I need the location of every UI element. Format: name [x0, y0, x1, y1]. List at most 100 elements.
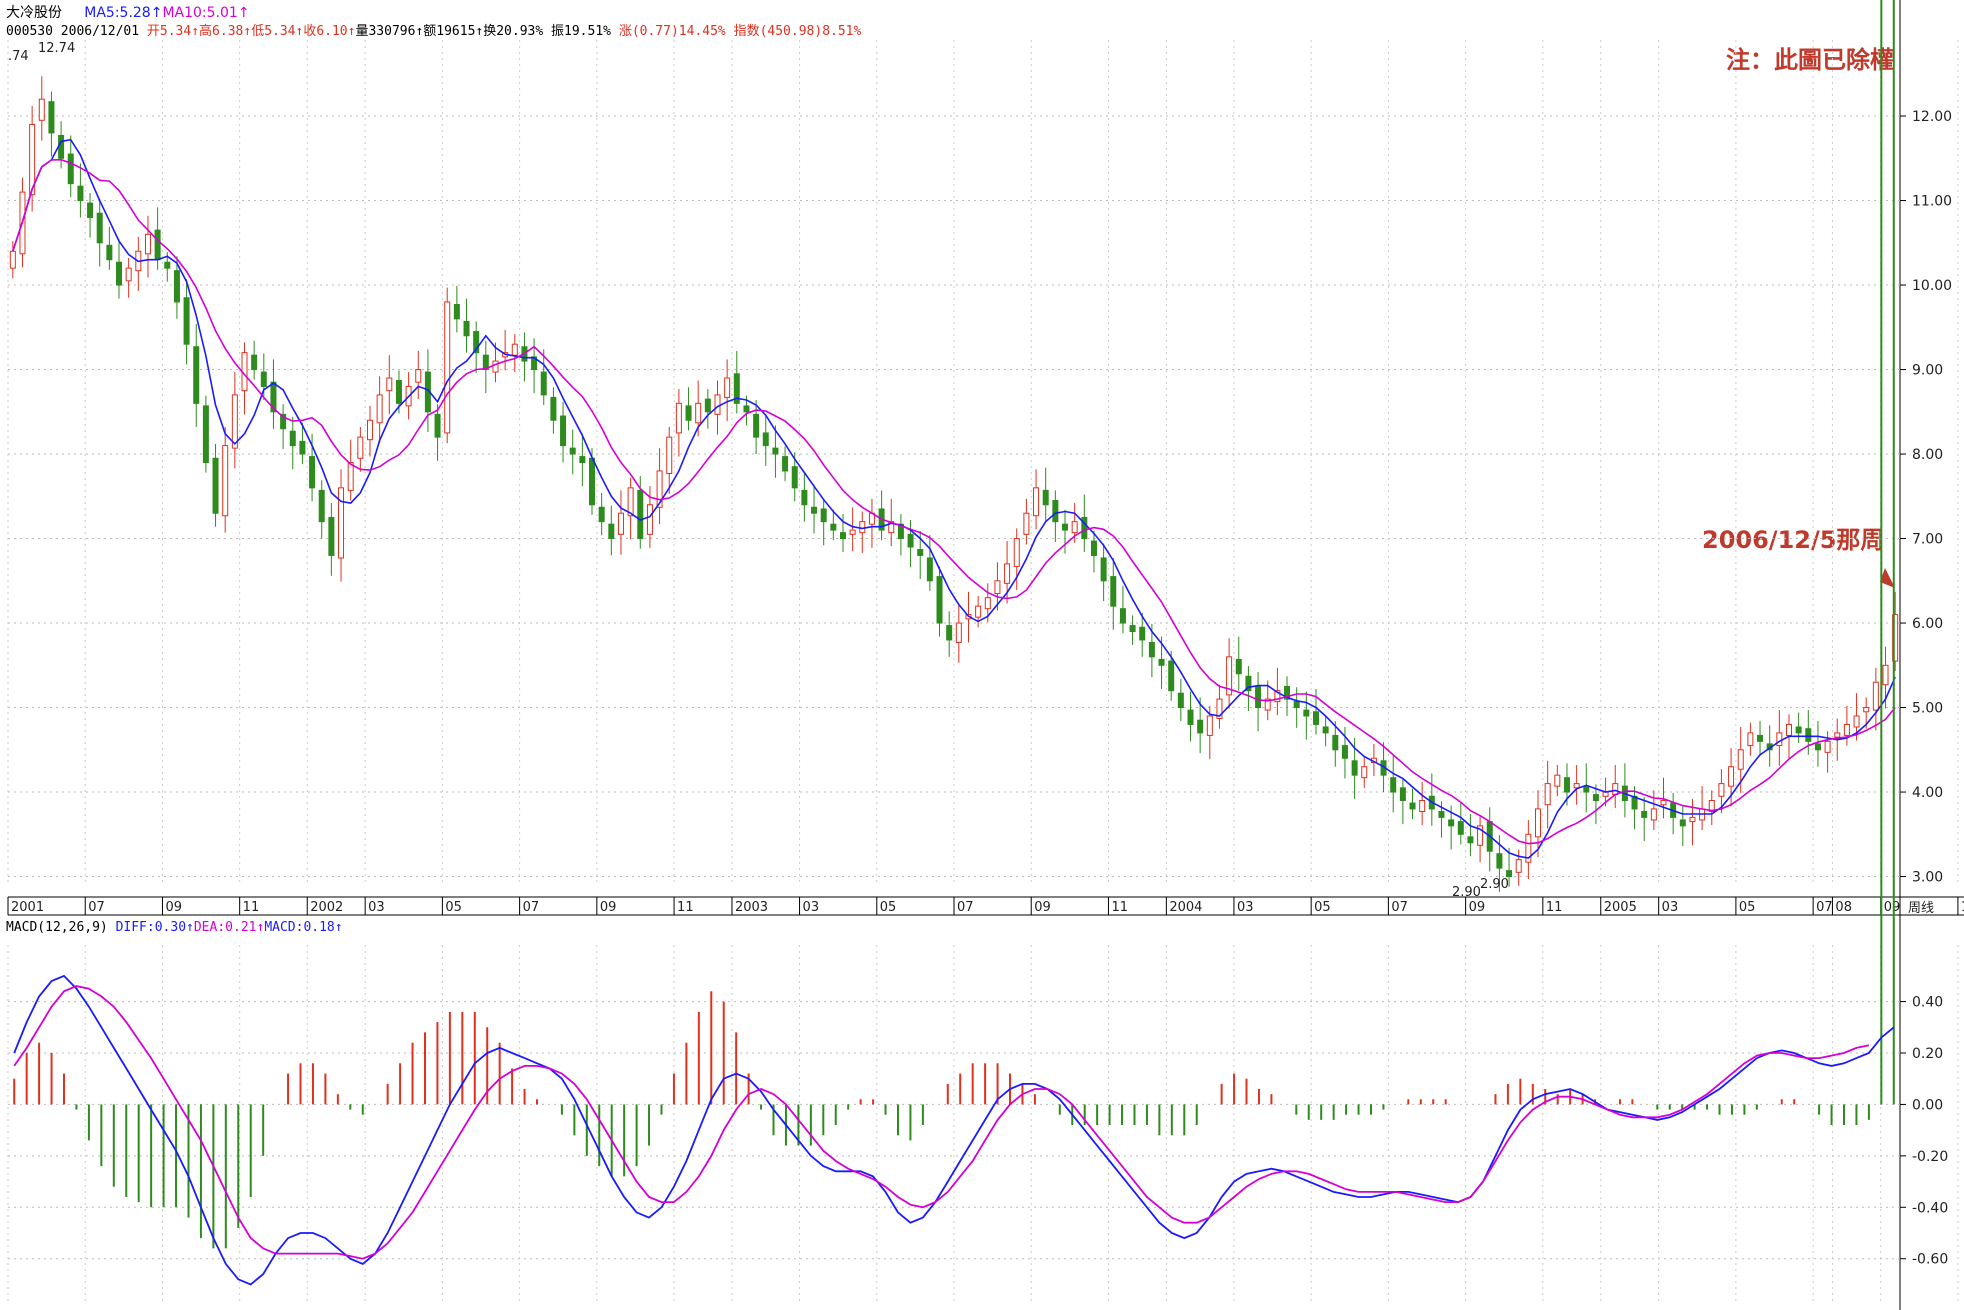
candle-down [1351, 760, 1358, 776]
candle-down [753, 413, 760, 438]
candle-down [1168, 660, 1175, 692]
candle-down [164, 261, 171, 269]
candle-down [1506, 870, 1513, 878]
ma5-line [12, 138, 1896, 859]
x-tick-label: 2002 [310, 900, 343, 915]
candle-up [357, 436, 364, 459]
candle-up [1573, 783, 1580, 789]
candle-down [1641, 810, 1648, 818]
price-tick-label: 4.00 [1912, 785, 1943, 801]
candle-down [173, 270, 180, 303]
candle-down [106, 244, 113, 261]
candle-down [1805, 728, 1812, 742]
candle-down [1679, 819, 1686, 827]
chart-header-line2: 000530 2006/12/01 开5.34↑高6.38↑低5.34↑收6.1… [6, 24, 862, 39]
candle-up [338, 487, 345, 559]
candle-up [1689, 816, 1696, 823]
candle-down [569, 447, 576, 455]
candle-down [202, 405, 209, 464]
up-arrow-icon: ↑ [150, 5, 163, 21]
candle-down [1110, 576, 1117, 607]
candle-down [328, 516, 335, 556]
candle-up [1882, 664, 1889, 686]
high-marker-left-label: .74 [8, 49, 29, 64]
candle-down [762, 432, 769, 447]
amplitude-value: 振19.51% [551, 24, 611, 39]
candle-down [1293, 701, 1300, 709]
candle-down [782, 456, 789, 472]
candle-down [96, 212, 103, 244]
x-tick-label: 09 [600, 900, 617, 915]
candle-down [1062, 523, 1069, 531]
volume-value: 量330796 [355, 24, 416, 39]
candle-up [714, 394, 721, 415]
x-tick-label: 11 [1546, 900, 1563, 915]
candle-down [685, 405, 692, 421]
x-tick-label: 07 [88, 900, 105, 915]
candle-up [1718, 783, 1725, 797]
candle-down [1042, 489, 1049, 506]
x-tick-label: 2001 [11, 900, 44, 915]
x-tick-label: 05 [445, 900, 462, 915]
candle-up [1892, 614, 1899, 662]
candle-up [646, 504, 653, 535]
x-tick-label: 09 [1469, 900, 1486, 915]
candle-down [1177, 692, 1184, 709]
adjusted-note: 注：此圖已除權 [1726, 46, 1894, 74]
candle-down [811, 506, 818, 514]
candle-down [77, 185, 84, 202]
candle-down [907, 533, 914, 548]
candle-up [1785, 723, 1792, 736]
price-tick-label: 12.00 [1912, 109, 1952, 125]
candle-down [482, 354, 489, 371]
candle-up [1206, 715, 1213, 736]
candle-down [1129, 625, 1136, 633]
candle-up [849, 529, 856, 535]
price-tick-label: 8.00 [1912, 447, 1943, 463]
candle-down [704, 398, 711, 413]
candle-down [830, 523, 837, 531]
callout-arrow-icon [1880, 568, 1895, 588]
open-value: 开5.34 [146, 24, 192, 39]
candle-up [1033, 487, 1040, 517]
x-tick-label: 09 [1884, 900, 1901, 915]
x-tick-label: 11 [1961, 900, 1964, 915]
candle-down [1158, 658, 1165, 666]
candle-down [116, 261, 123, 286]
candle-up [1274, 690, 1281, 703]
candle-down [1284, 685, 1291, 700]
candle-down [1390, 777, 1397, 793]
x-tick-label: 2003 [735, 900, 768, 915]
candle-down [48, 101, 55, 134]
x-tick-label: 11 [243, 900, 260, 915]
candle-down [589, 457, 596, 506]
candle-down [1457, 821, 1464, 835]
candle-up [617, 512, 624, 535]
candle-down [1187, 709, 1194, 725]
candle-up [666, 436, 673, 474]
candle-up [1747, 732, 1754, 747]
candle-up [492, 360, 499, 373]
period-label: 周线 [1908, 901, 1934, 916]
candle-up [1776, 732, 1783, 747]
chart-header-line1: 大冷股份 MA5:5.28↑MA10:5.01↑ [6, 2, 250, 22]
price-tick-label: 7.00 [1912, 532, 1943, 548]
candle-up [1216, 698, 1223, 720]
price-tick-label: 9.00 [1912, 363, 1943, 379]
candle-down [1303, 709, 1310, 717]
macd-title: MACD(12,26,9) [6, 920, 108, 935]
candle-down [560, 415, 567, 447]
candle-down [463, 320, 470, 337]
price-tick-label: 5.00 [1912, 701, 1943, 717]
candle-up [29, 124, 36, 196]
x-tick-label: 05 [1314, 900, 1331, 915]
bar-date: 2006/12/01 [60, 24, 140, 39]
candle-down [540, 371, 547, 396]
candle-down [791, 466, 798, 489]
dea-readout: DEA:0.21 [193, 920, 257, 935]
candle-up [1824, 740, 1831, 753]
x-tick-label: 05 [880, 900, 897, 915]
index-value: 指数(450.98)8.51% [733, 24, 862, 39]
candle-down [87, 202, 94, 218]
